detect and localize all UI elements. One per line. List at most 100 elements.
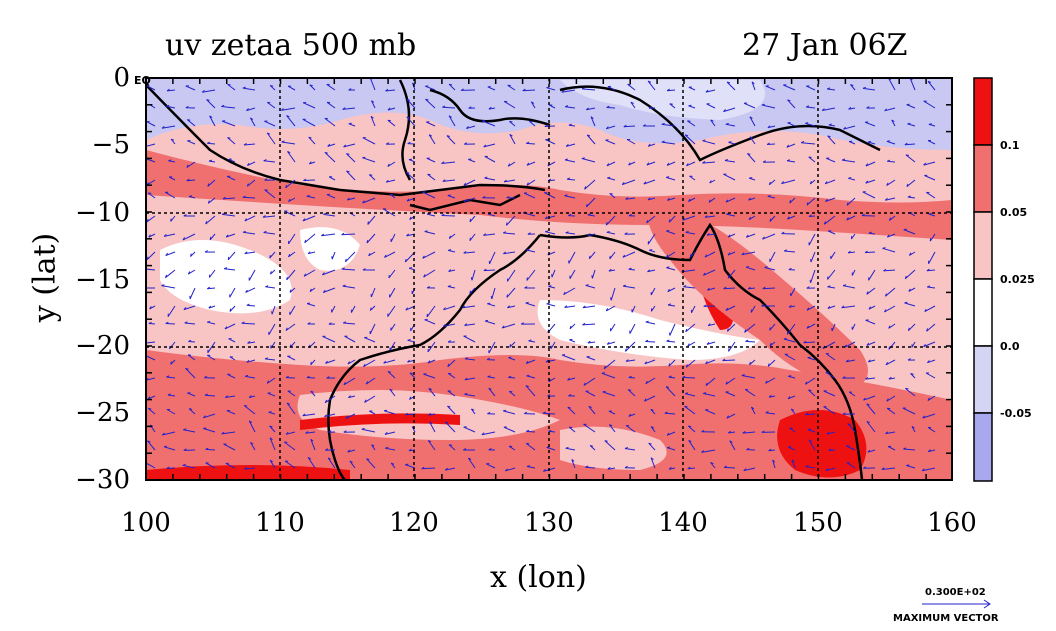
wind-vector-head (166, 466, 170, 469)
wind-vector-head (448, 235, 451, 239)
wind-vector-head (224, 267, 228, 270)
wind-vector (606, 231, 616, 235)
wind-vector-head (161, 284, 165, 287)
wind-vector-head (745, 266, 750, 268)
wind-vector (382, 208, 396, 217)
wind-vector (383, 410, 396, 415)
wind-vector-head (464, 142, 468, 145)
wind-vector (781, 179, 796, 185)
wind-vector-head (187, 271, 191, 275)
wind-vector (865, 377, 876, 380)
wind-vector (388, 269, 396, 279)
wind-vector-head (668, 363, 671, 367)
wind-vector-head (147, 396, 151, 400)
wind-vector-head (503, 179, 507, 183)
wind-vector (745, 266, 756, 271)
wind-vector-head (149, 306, 152, 310)
wind-vector (807, 429, 816, 433)
wind-vector (784, 250, 796, 253)
wind-vector-head (582, 305, 586, 309)
wind-vector-head (502, 231, 507, 234)
wind-vector-head (688, 439, 692, 443)
wind-vector (701, 449, 716, 453)
wind-vector (607, 341, 616, 345)
wind-vector-head (809, 279, 812, 283)
wind-vector (685, 323, 696, 333)
wind-vector (242, 87, 256, 91)
wind-vector-head (285, 375, 289, 379)
wind-vector (685, 231, 696, 235)
wind-vector (369, 410, 376, 415)
wind-vector-head (702, 139, 706, 142)
wind-vector (823, 406, 836, 415)
wind-vector (926, 269, 936, 272)
wind-vector (306, 303, 316, 307)
wind-vector (789, 427, 796, 433)
wind-vector (881, 467, 896, 470)
wind-vector-head (602, 390, 606, 393)
wind-vector (448, 115, 456, 127)
wind-vector-head (682, 217, 685, 221)
wind-vector (529, 120, 536, 127)
wind-vector (488, 213, 496, 217)
wind-vector-head (772, 459, 776, 463)
wind-vector (262, 215, 276, 218)
wind-vector-head (904, 142, 908, 146)
wind-vector (645, 377, 656, 385)
wind-vector (428, 134, 436, 145)
wind-vector (867, 141, 876, 145)
wind-vector-head (387, 163, 390, 167)
wind-vector (825, 179, 836, 185)
wind-vector-head (683, 285, 687, 288)
wind-vector-head (927, 360, 930, 364)
wind-vector-head (406, 171, 410, 174)
wind-vector (423, 373, 436, 379)
wind-vector-head (668, 375, 672, 378)
wind-vector-head (466, 126, 469, 129)
wind-vector (585, 284, 596, 289)
wind-vector (245, 375, 256, 379)
wind-vector (467, 457, 476, 469)
wind-vector (806, 106, 816, 109)
wind-vector (221, 431, 236, 435)
wind-vector (868, 232, 876, 235)
wind-vector (526, 430, 536, 433)
wind-vector (810, 269, 816, 283)
wind-vector-head (589, 445, 594, 447)
wind-vector (384, 431, 396, 435)
wind-vector (667, 304, 676, 307)
wind-vector (209, 233, 216, 241)
wind-vector-head (751, 81, 755, 85)
wind-vector (865, 179, 876, 184)
wind-vector-head (885, 431, 889, 434)
wind-vector (884, 107, 896, 112)
wind-vector-head (866, 421, 870, 424)
wind-vector (368, 174, 376, 181)
wind-vector (503, 232, 516, 235)
wind-vector-head (423, 373, 427, 375)
wind-vector (669, 103, 676, 109)
wind-vector (928, 251, 936, 264)
wind-vector (568, 426, 576, 433)
wind-vector (324, 118, 336, 127)
wind-vector (610, 323, 616, 332)
wind-vector-head (366, 239, 369, 244)
wind-vector (486, 463, 496, 469)
wind-vector (583, 423, 596, 433)
wind-vector-head (306, 302, 311, 305)
wind-vector (445, 421, 456, 433)
wind-vector (222, 120, 236, 127)
wind-vector-head (387, 371, 392, 373)
wind-vector-head (688, 425, 692, 428)
wind-vector-head (865, 163, 869, 167)
wind-vector (727, 269, 736, 279)
wind-vector-head (827, 135, 831, 138)
wind-vector (748, 197, 756, 201)
wind-vector (544, 125, 556, 127)
wind-vector-head (845, 359, 849, 363)
wind-vector-head (305, 431, 309, 434)
wind-vector (650, 305, 656, 312)
wind-vector-head (328, 322, 332, 325)
wind-vector (565, 232, 576, 235)
wind-vector (322, 269, 336, 276)
